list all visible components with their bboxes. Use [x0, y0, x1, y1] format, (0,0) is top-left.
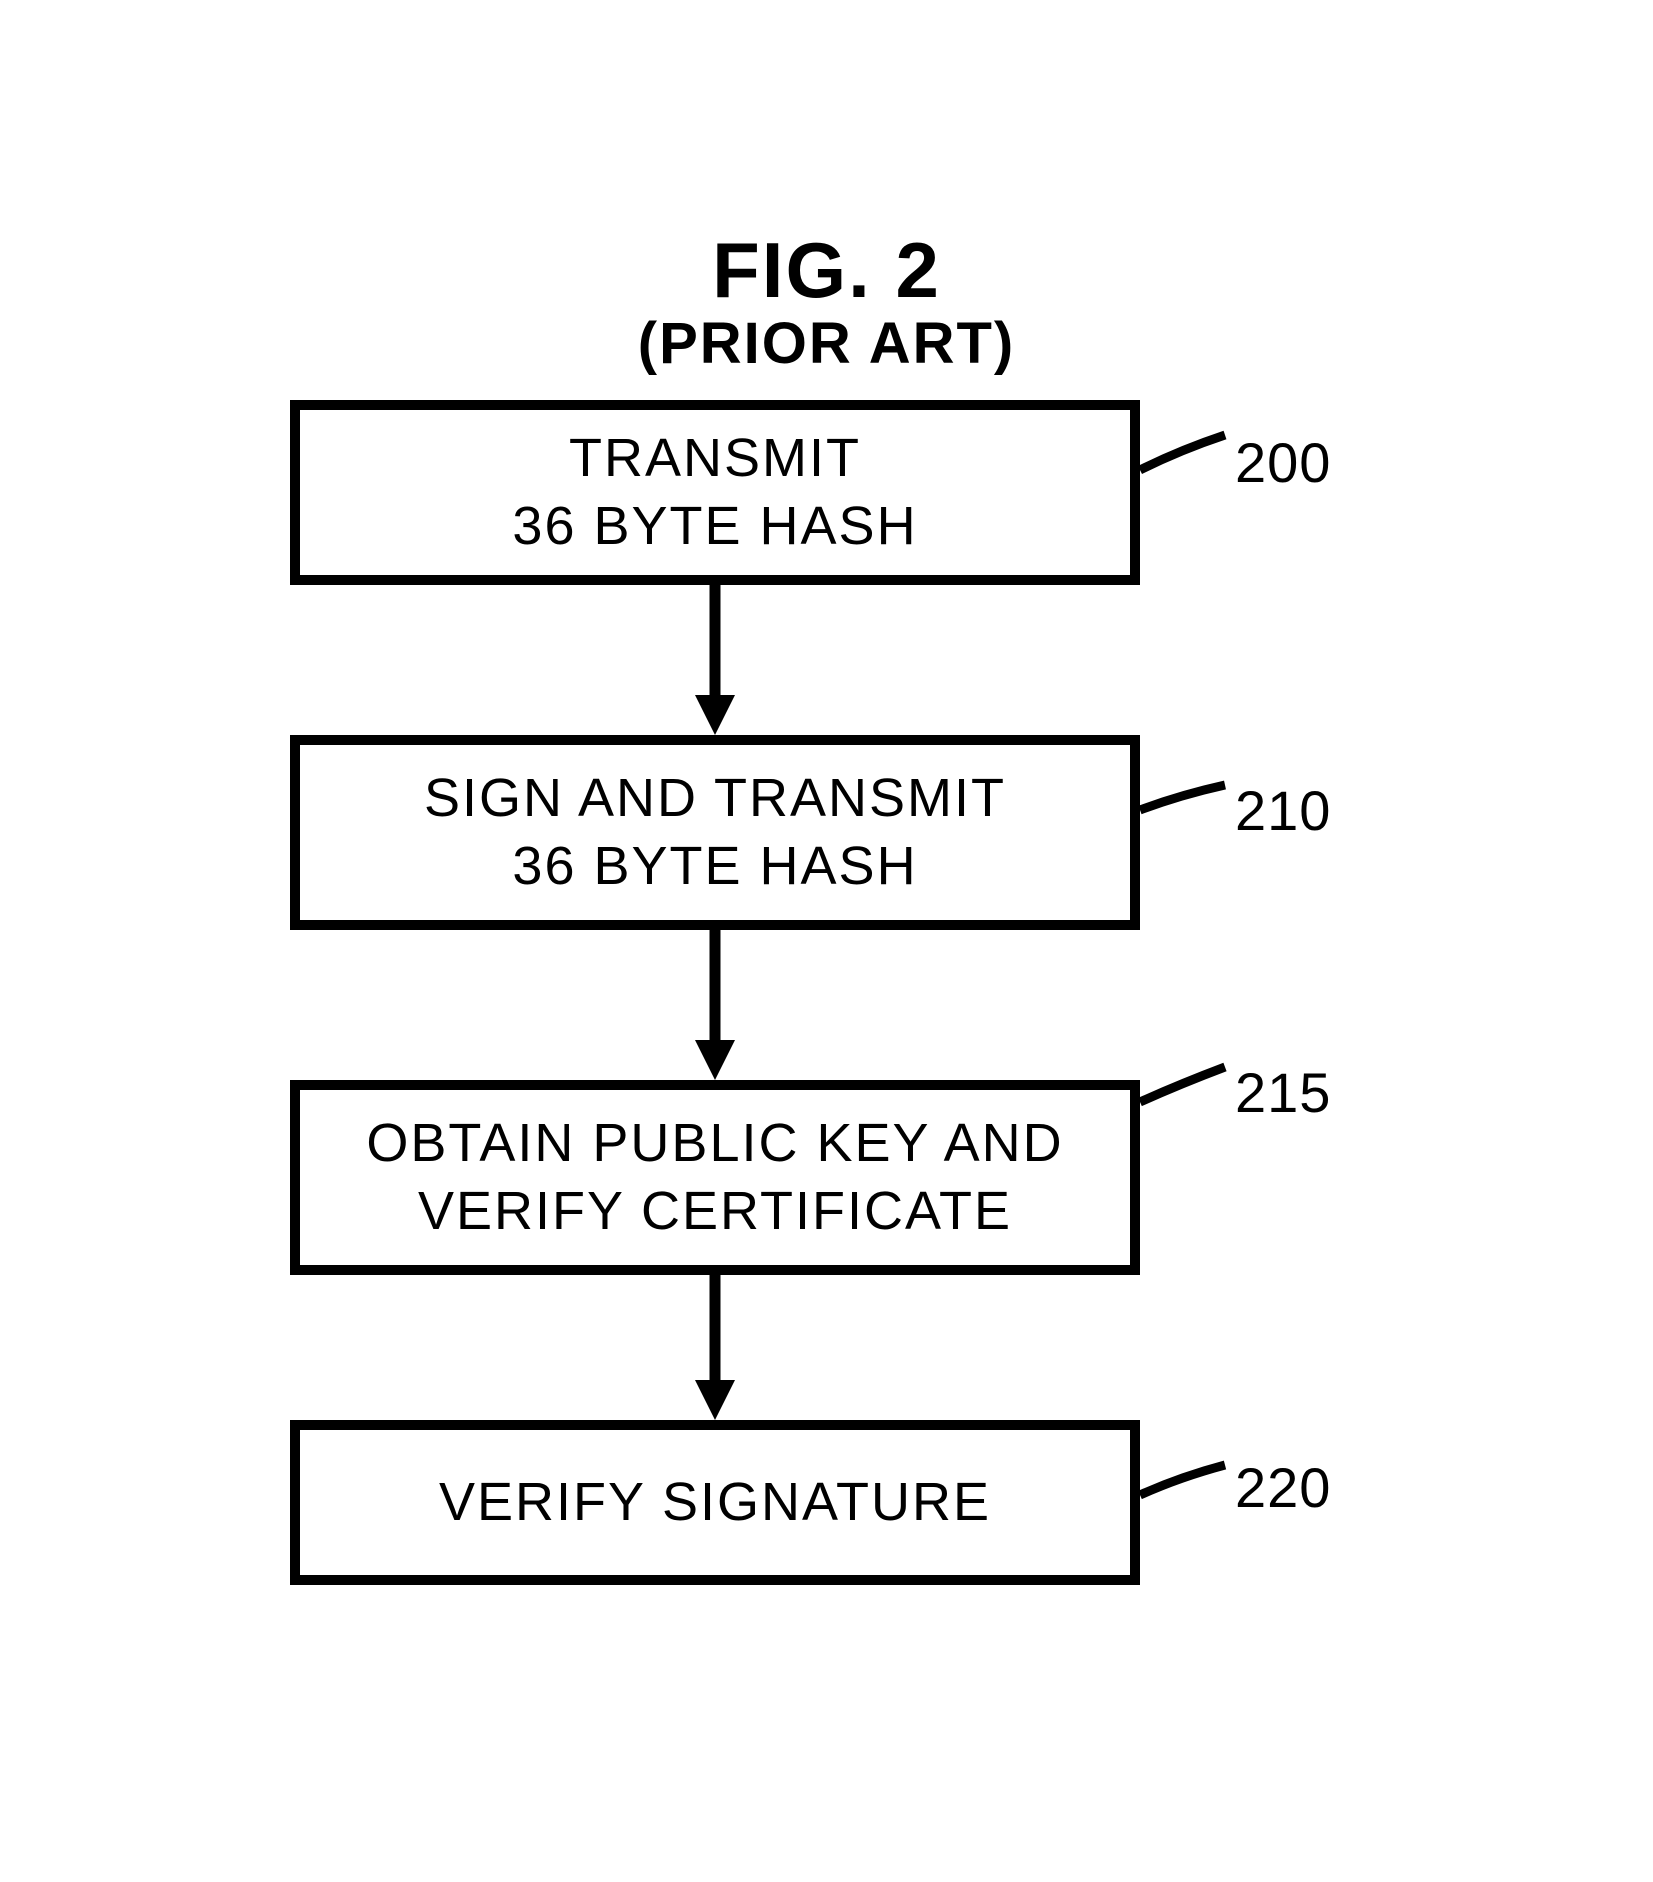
step-200-box: TRANSMIT 36 BYTE HASH: [290, 400, 1140, 585]
figure-page: FIG. 2 (PRIOR ART) TRANSMIT 36 BYTE HASH…: [0, 0, 1653, 1882]
figure-title-sub: (PRIOR ART): [0, 310, 1653, 377]
arrow-200-210: [715, 585, 725, 735]
step-215-ref: 215: [1235, 1060, 1331, 1125]
figure-title-main: FIG. 2: [0, 225, 1653, 316]
step-215-ref-tick: [1140, 1102, 1230, 1142]
step-200-ref: 200: [1235, 430, 1331, 495]
step-200-line2: 36 BYTE HASH: [512, 493, 917, 561]
step-210-line1: SIGN AND TRANSMIT: [424, 765, 1006, 833]
step-220-ref: 220: [1235, 1455, 1331, 1520]
step-200-line1: TRANSMIT: [569, 425, 861, 493]
step-210-ref: 210: [1235, 778, 1331, 843]
step-200-ref-tick: [1140, 470, 1230, 510]
step-215-box: OBTAIN PUBLIC KEY AND VERIFY CERTIFICATE: [290, 1080, 1140, 1275]
step-220-ref-tick: [1140, 1495, 1230, 1535]
arrow-215-220: [715, 1275, 725, 1420]
step-220-box: VERIFY SIGNATURE: [290, 1420, 1140, 1585]
step-210-line2: 36 BYTE HASH: [512, 833, 917, 901]
step-210-box: SIGN AND TRANSMIT 36 BYTE HASH: [290, 735, 1140, 930]
step-215-line1: OBTAIN PUBLIC KEY AND: [366, 1110, 1063, 1178]
step-210-ref-tick: [1140, 810, 1230, 850]
step-220-line1: VERIFY SIGNATURE: [439, 1469, 991, 1537]
arrow-210-215: [715, 930, 725, 1080]
step-215-line2: VERIFY CERTIFICATE: [418, 1178, 1012, 1246]
